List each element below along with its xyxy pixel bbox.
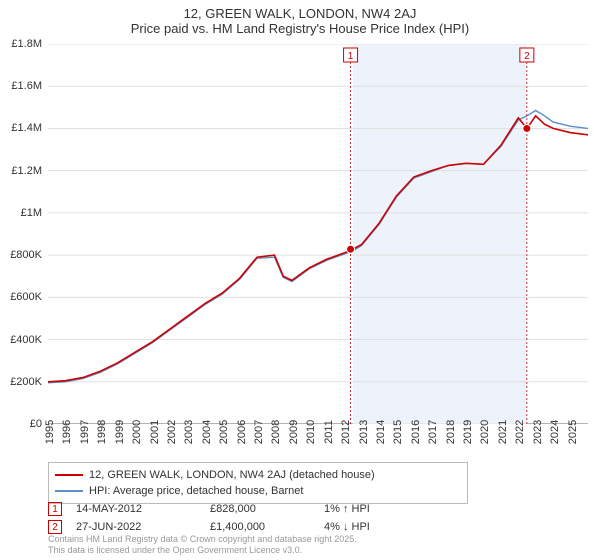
legend-row: 12, GREEN WALK, LONDON, NW4 2AJ (detache… (55, 467, 461, 483)
sales-table: 1 14-MAY-2012 £828,000 1% ↑ HPI 2 27-JUN-2022… (48, 500, 424, 536)
x-axis-tick-label: 2002 (166, 420, 178, 444)
footer-attribution: Contains HM Land Registry data © Crown c… (48, 534, 357, 556)
x-axis-tick-label: 2023 (532, 420, 544, 444)
y-axis-tick-label: £1.6M (0, 80, 42, 92)
y-axis-tick-label: £600K (0, 291, 42, 303)
svg-text:2: 2 (524, 51, 530, 62)
x-axis-tick-label: 1995 (44, 420, 56, 444)
y-axis-tick-label: £1.2M (0, 165, 42, 177)
x-axis-tick-label: 2012 (340, 420, 352, 444)
sale-date: 14-MAY-2012 (76, 503, 196, 515)
x-axis-tick-label: 2017 (427, 420, 439, 444)
y-axis-tick-label: £200K (0, 376, 42, 388)
x-axis-tick-label: 2020 (479, 420, 491, 444)
x-axis-tick-label: 2003 (183, 420, 195, 444)
legend-swatch (55, 474, 83, 476)
sale-date: 27-JUN-2022 (76, 521, 196, 533)
x-axis-tick-label: 2016 (410, 420, 422, 444)
x-axis-tick-label: 2013 (358, 420, 370, 444)
x-axis-tick-label: 2019 (462, 420, 474, 444)
x-axis-tick-label: 2021 (497, 420, 509, 444)
sale-row: 1 14-MAY-2012 £828,000 1% ↑ HPI (48, 500, 424, 518)
x-axis-tick-label: 2010 (305, 420, 317, 444)
sale-delta: 4% ↓ HPI (324, 521, 424, 533)
x-axis-tick-label: 1999 (114, 420, 126, 444)
legend-label: 12, GREEN WALK, LONDON, NW4 2AJ (detache… (89, 469, 375, 481)
x-axis-tick-label: 2011 (323, 420, 335, 444)
footer-line2: This data is licensed under the Open Gov… (48, 545, 357, 556)
chart-title-address: 12, GREEN WALK, LONDON, NW4 2AJ (0, 0, 600, 21)
x-axis-tick-label: 1996 (61, 420, 73, 444)
x-axis-tick-label: 2014 (375, 420, 387, 444)
legend-swatch (55, 490, 83, 492)
x-axis-tick-label: 1997 (79, 420, 91, 444)
sale-delta: 1% ↑ HPI (324, 503, 424, 515)
legend-row: HPI: Average price, detached house, Barn… (55, 483, 461, 499)
sale-price: £828,000 (210, 503, 310, 515)
y-axis-tick-label: £1.4M (0, 122, 42, 134)
y-axis-tick-label: £1.8M (0, 38, 42, 50)
svg-text:1: 1 (348, 51, 354, 62)
x-axis-tick-label: 2005 (218, 420, 230, 444)
x-axis-tick-label: 2025 (567, 420, 579, 444)
x-axis-tick-label: 2001 (149, 420, 161, 444)
footer-line1: Contains HM Land Registry data © Crown c… (48, 534, 357, 545)
chart-title-desc: Price paid vs. HM Land Registry's House … (0, 21, 600, 40)
x-axis-tick-label: 2015 (392, 420, 404, 444)
x-axis-tick-label: 2007 (253, 420, 265, 444)
x-axis-tick-label: 2004 (201, 420, 213, 444)
x-axis-tick-label: 2008 (270, 420, 282, 444)
legend-label: HPI: Average price, detached house, Barn… (89, 485, 303, 497)
y-axis-tick-label: £0 (0, 418, 42, 430)
sale-marker-icon: 1 (48, 502, 62, 516)
chart-svg: 12 (48, 44, 588, 424)
y-axis-tick-label: £1M (0, 207, 42, 219)
sale-price: £1,400,000 (210, 521, 310, 533)
x-axis-tick-label: 2006 (236, 420, 248, 444)
y-axis-tick-label: £400K (0, 334, 42, 346)
x-axis-tick-label: 1998 (96, 420, 108, 444)
x-axis-tick-label: 2018 (445, 420, 457, 444)
x-axis-tick-label: 2009 (288, 420, 300, 444)
chart-plot-area: 12 £0£200K£400K£600K£800K£1M£1.2M£1.4M£1… (48, 44, 588, 424)
x-axis-tick-label: 2022 (514, 420, 526, 444)
x-axis-tick-label: 2024 (549, 420, 561, 444)
sale-marker-icon: 2 (48, 520, 62, 534)
x-axis-tick-label: 2000 (131, 420, 143, 444)
y-axis-tick-label: £800K (0, 249, 42, 261)
sale-row: 2 27-JUN-2022 £1,400,000 4% ↓ HPI (48, 518, 424, 536)
legend: 12, GREEN WALK, LONDON, NW4 2AJ (detache… (48, 462, 468, 504)
